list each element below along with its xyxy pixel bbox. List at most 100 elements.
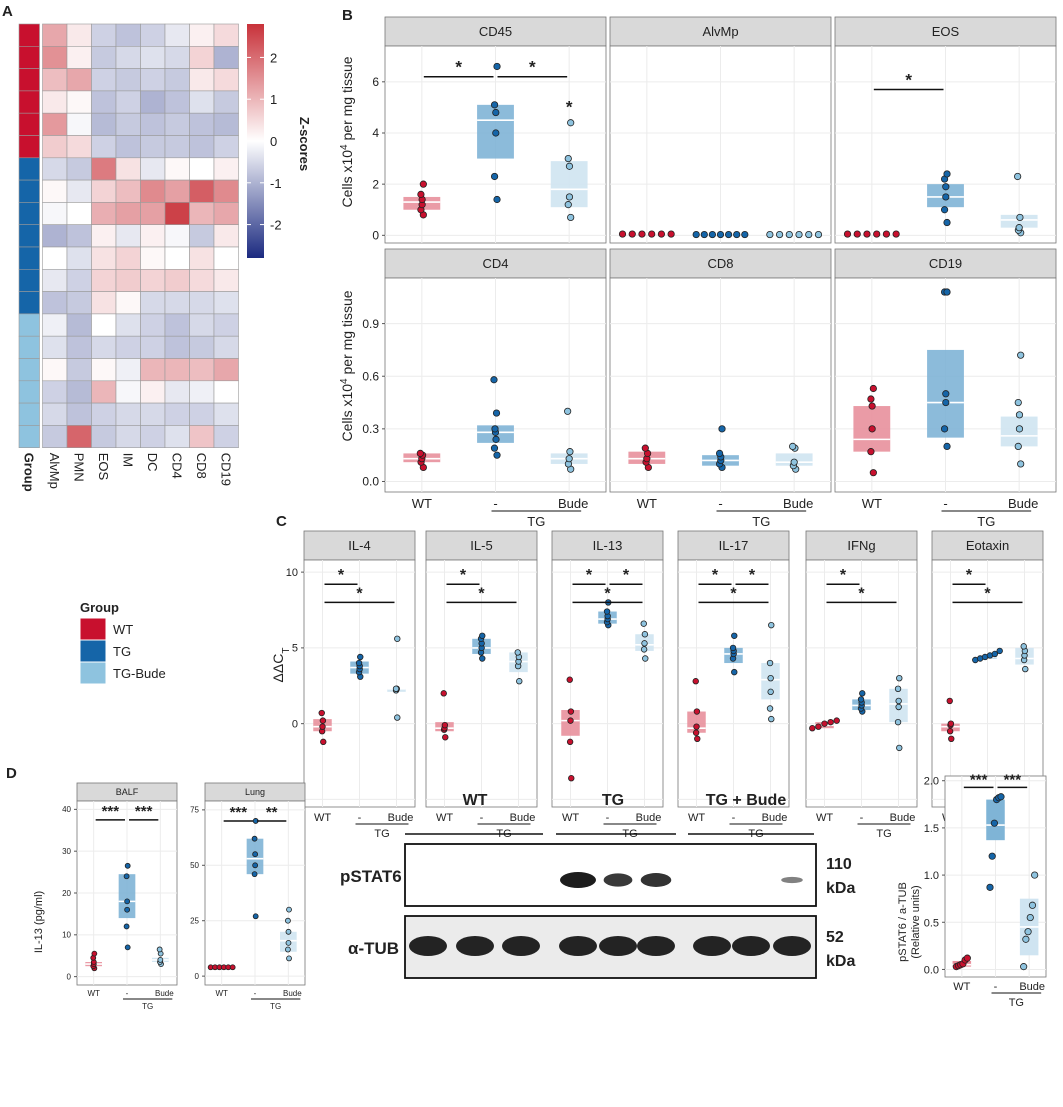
data-point <box>638 230 646 238</box>
heatmap-group-cell <box>18 23 40 47</box>
x-tick-label: WT <box>637 496 657 511</box>
heatmap-cell <box>42 23 68 47</box>
heatmap-cell <box>42 68 68 92</box>
heatmap-cell <box>164 179 190 203</box>
heatmap-cell <box>115 224 141 248</box>
group-label: TG <box>374 828 389 840</box>
heatmap-cell <box>66 135 92 159</box>
heatmap-cell <box>115 380 141 404</box>
heatmap-cell <box>66 313 92 337</box>
heatmap-cell <box>189 45 215 69</box>
significance-label: * <box>478 585 485 602</box>
heatmap-cell <box>115 425 141 448</box>
heatmap-cell <box>115 45 141 69</box>
heatmap-group-cell <box>18 425 40 448</box>
heatmap-cell <box>164 335 190 359</box>
x-tick-label: Bude <box>1019 981 1045 993</box>
heatmap-cell <box>189 157 215 181</box>
significance-label: * <box>749 567 756 584</box>
heatmap-cell <box>91 268 117 292</box>
heatmap-cell <box>189 224 215 248</box>
heatmap-group-cell <box>18 202 40 225</box>
data-point <box>1014 442 1022 450</box>
significance-label: * <box>905 70 912 89</box>
data-point <box>1017 460 1025 468</box>
heatmap-cell <box>140 246 166 270</box>
panel-c-ylabel: ΔΔCT <box>270 648 292 683</box>
heatmap-cell <box>91 179 117 203</box>
heatmap-cell <box>91 291 117 315</box>
y-tick-label: 0 <box>292 719 298 731</box>
data-point <box>479 655 486 662</box>
panel-label-b: B <box>342 7 353 24</box>
heatmap-cell <box>115 358 141 382</box>
heatmap-cell <box>66 425 92 448</box>
heatmap-cell <box>164 358 190 382</box>
heatmap-cell <box>91 90 117 114</box>
data-point <box>821 720 828 727</box>
heatmap-group-cell <box>18 224 40 248</box>
data-point <box>715 449 724 458</box>
heatmap-column-label: EOS <box>96 453 111 481</box>
x-tick-label: Bude <box>155 989 174 998</box>
heatmap-cell <box>189 358 215 382</box>
heatmap-cell <box>213 335 239 359</box>
data-point <box>567 119 575 127</box>
heatmap-cell <box>140 23 166 47</box>
box-tg <box>118 874 136 919</box>
data-point <box>251 871 258 878</box>
heatmap-cell <box>140 202 166 225</box>
blot-bands <box>409 872 811 956</box>
heatmap-group-cell <box>18 157 40 181</box>
data-point <box>1024 928 1032 936</box>
colorbar-tick-label: 2 <box>270 50 277 65</box>
panel-d-ylabel: IL-13 (pg/ml) <box>33 891 45 953</box>
heatmap-cell <box>164 90 190 114</box>
x-tick-label: WT <box>688 812 705 824</box>
x-tick-label: - <box>254 989 257 998</box>
heatmap-cell <box>66 380 92 404</box>
data-point <box>1017 351 1025 359</box>
heatmap-cell <box>140 68 166 92</box>
facet-CD45: CD45 0 2 4 6 * * * <box>372 16 607 244</box>
data-point <box>490 101 499 109</box>
y-tick-label: 1.5 <box>924 823 939 835</box>
data-point <box>708 230 716 239</box>
data-point <box>123 923 130 930</box>
data-point <box>320 738 327 746</box>
panel-b-ylabel-bottom: Cells x104 per mg tissue <box>339 290 356 441</box>
data-point <box>892 230 900 238</box>
heatmap-cell <box>115 179 141 203</box>
heatmap-cell <box>115 313 141 337</box>
box-tgbude <box>1000 214 1038 228</box>
band-atub <box>409 936 447 956</box>
mw-110: 110 <box>826 856 852 873</box>
y-tick-label: 5 <box>292 643 298 655</box>
y-tick-label: 0 <box>195 972 200 981</box>
heatmap-cell <box>42 246 68 270</box>
data-point <box>700 230 708 239</box>
heatmap-cell <box>91 402 117 426</box>
heatmap-cell <box>66 224 92 248</box>
facet-strip <box>834 248 1057 279</box>
heatmap-cell <box>42 402 68 426</box>
heatmap-cell <box>164 425 190 448</box>
data-point <box>648 230 656 238</box>
data-point <box>1014 172 1022 181</box>
group-label: TG <box>142 1002 153 1011</box>
heatmap-cell <box>213 224 239 248</box>
heatmap-cell <box>189 68 215 92</box>
x-tick-label: WT <box>862 496 882 511</box>
y-tick-label: 20 <box>62 889 71 898</box>
data-point <box>768 715 775 723</box>
heatmap-cell <box>213 45 239 69</box>
heatmap-cell <box>164 68 190 92</box>
heatmap-cell <box>66 202 92 225</box>
data-point <box>894 685 902 693</box>
heatmap-cell <box>213 246 239 270</box>
data-point <box>493 195 501 204</box>
facet-title: CD19 <box>929 256 962 271</box>
significance-label: * <box>712 567 719 584</box>
